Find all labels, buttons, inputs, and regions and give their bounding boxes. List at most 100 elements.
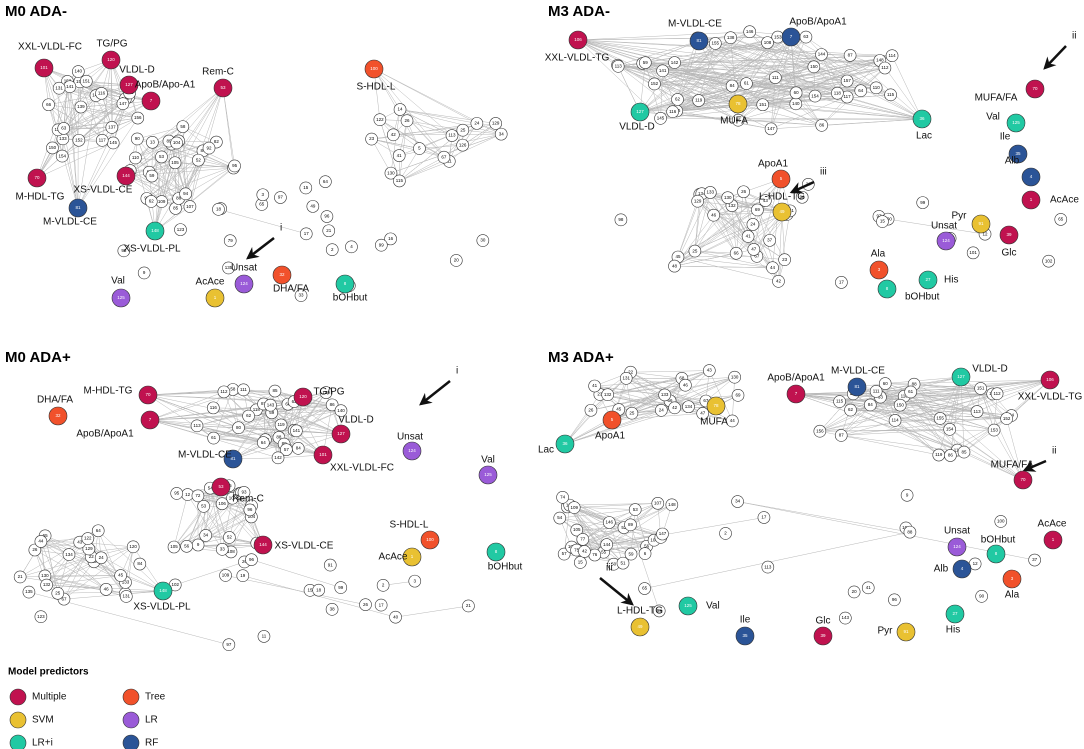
network-node — [966, 246, 980, 260]
network-node — [197, 500, 210, 513]
network-node — [237, 486, 251, 499]
node-number: 17 — [839, 280, 845, 285]
node-number: 37 — [1032, 557, 1038, 562]
network-node — [726, 414, 739, 428]
edge — [175, 162, 234, 169]
edge — [406, 120, 453, 136]
network-node — [51, 586, 65, 600]
node-number: 1 — [1030, 197, 1033, 202]
node-number: 112 — [881, 65, 889, 70]
predictor-node — [293, 387, 313, 407]
network-node — [207, 401, 220, 415]
edge — [737, 67, 885, 105]
node-number: 96 — [249, 557, 255, 562]
edge — [48, 104, 138, 119]
predictor-node — [402, 547, 422, 567]
edge — [677, 256, 773, 268]
edge — [130, 87, 224, 171]
edge — [699, 194, 737, 254]
edge — [93, 561, 164, 592]
node-number: 144 — [259, 542, 267, 547]
node-number: 77 — [580, 537, 586, 542]
network-node — [888, 593, 901, 607]
node-label: XXL-VLDL-FC — [18, 42, 82, 53]
edge — [34, 541, 80, 551]
node-number: 124 — [953, 544, 961, 549]
node-label: bOHbut — [333, 293, 368, 304]
network-node — [761, 36, 774, 49]
network-node — [638, 547, 652, 560]
network-node — [34, 610, 48, 623]
edge — [173, 494, 188, 548]
node-number: 35 — [1015, 151, 1021, 156]
edge — [677, 99, 923, 120]
network-node — [274, 191, 287, 204]
predictor-node — [145, 221, 165, 241]
node-number: 111 — [873, 389, 880, 394]
node-number: 110 — [873, 85, 881, 90]
network-node — [190, 419, 204, 433]
edge — [146, 159, 199, 199]
edge — [399, 156, 445, 182]
node-label: His — [944, 275, 958, 286]
edge — [618, 384, 686, 410]
node-number: 26 — [363, 602, 369, 607]
network-node — [994, 515, 1008, 528]
node-number: 11 — [447, 158, 452, 163]
edge — [564, 372, 631, 445]
network-node — [325, 243, 339, 257]
network-node — [46, 141, 59, 155]
network-node — [462, 599, 475, 613]
node-number: 134 — [685, 404, 693, 409]
edge — [154, 156, 162, 232]
edge — [63, 117, 138, 129]
edge — [698, 40, 747, 84]
network-node — [299, 181, 313, 195]
node-number: 112 — [220, 389, 228, 394]
edge — [626, 378, 686, 386]
node-number: 135 — [225, 265, 233, 270]
network-node — [885, 49, 899, 63]
node-label: M-VLDL-CE — [831, 366, 885, 377]
edge — [173, 506, 204, 548]
network-node — [449, 254, 463, 267]
network-node — [232, 421, 245, 435]
edge — [449, 123, 496, 162]
network-node — [567, 501, 581, 514]
predictor-node — [101, 50, 121, 70]
edge — [399, 109, 453, 136]
edge — [577, 36, 778, 41]
network-node — [222, 638, 236, 652]
predictor-node — [1008, 144, 1028, 164]
edge — [390, 109, 401, 174]
node-number: 99 — [379, 242, 385, 247]
network-node — [373, 113, 387, 126]
edge — [630, 524, 660, 611]
node-number: 8 — [995, 551, 998, 556]
node-label: Pyr — [952, 211, 968, 222]
edge — [63, 59, 112, 129]
node-number: 19 — [240, 573, 246, 578]
network-node — [170, 136, 183, 150]
node-number: 61 — [908, 389, 914, 394]
network-node — [105, 121, 119, 134]
network-node — [168, 156, 182, 170]
predictor-node — [786, 384, 806, 404]
predictor-node — [951, 367, 971, 387]
node-number: 104 — [248, 514, 256, 519]
node-number: 109 — [158, 199, 166, 204]
edge — [713, 211, 783, 216]
network-node — [688, 244, 702, 258]
edge — [563, 505, 570, 555]
node-number: 36 — [919, 116, 925, 121]
node-number: 21 — [326, 228, 332, 233]
edge — [77, 117, 138, 209]
edge — [819, 379, 1051, 432]
network-node — [878, 377, 892, 390]
node-number: 131 — [622, 375, 630, 380]
node-number: 27 — [952, 611, 958, 616]
edge — [34, 549, 107, 590]
node-number: 48 — [672, 263, 678, 268]
network-node — [294, 289, 308, 302]
